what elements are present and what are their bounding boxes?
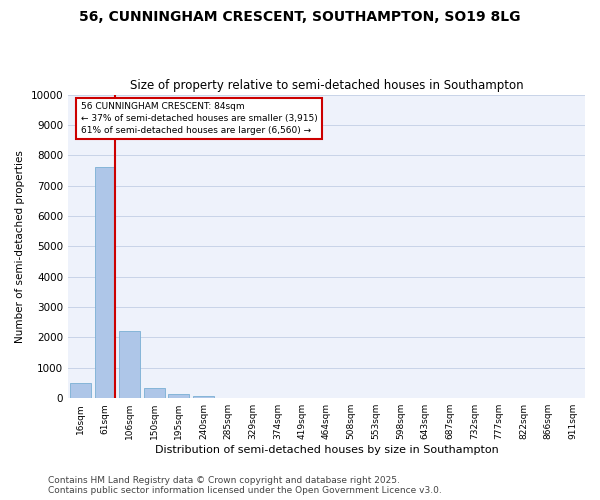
Title: Size of property relative to semi-detached houses in Southampton: Size of property relative to semi-detach… <box>130 79 523 92</box>
Text: 56 CUNNINGHAM CRESCENT: 84sqm
← 37% of semi-detached houses are smaller (3,915)
: 56 CUNNINGHAM CRESCENT: 84sqm ← 37% of s… <box>81 102 317 134</box>
Text: 56, CUNNINGHAM CRESCENT, SOUTHAMPTON, SO19 8LG: 56, CUNNINGHAM CRESCENT, SOUTHAMPTON, SO… <box>79 10 521 24</box>
Bar <box>169 394 189 398</box>
X-axis label: Distribution of semi-detached houses by size in Southampton: Distribution of semi-detached houses by … <box>155 445 499 455</box>
Bar <box>144 388 164 398</box>
Bar <box>95 168 115 398</box>
Bar <box>119 332 140 398</box>
Y-axis label: Number of semi-detached properties: Number of semi-detached properties <box>15 150 25 343</box>
Bar <box>193 396 214 398</box>
Bar <box>70 383 91 398</box>
Text: Contains HM Land Registry data © Crown copyright and database right 2025.
Contai: Contains HM Land Registry data © Crown c… <box>48 476 442 495</box>
